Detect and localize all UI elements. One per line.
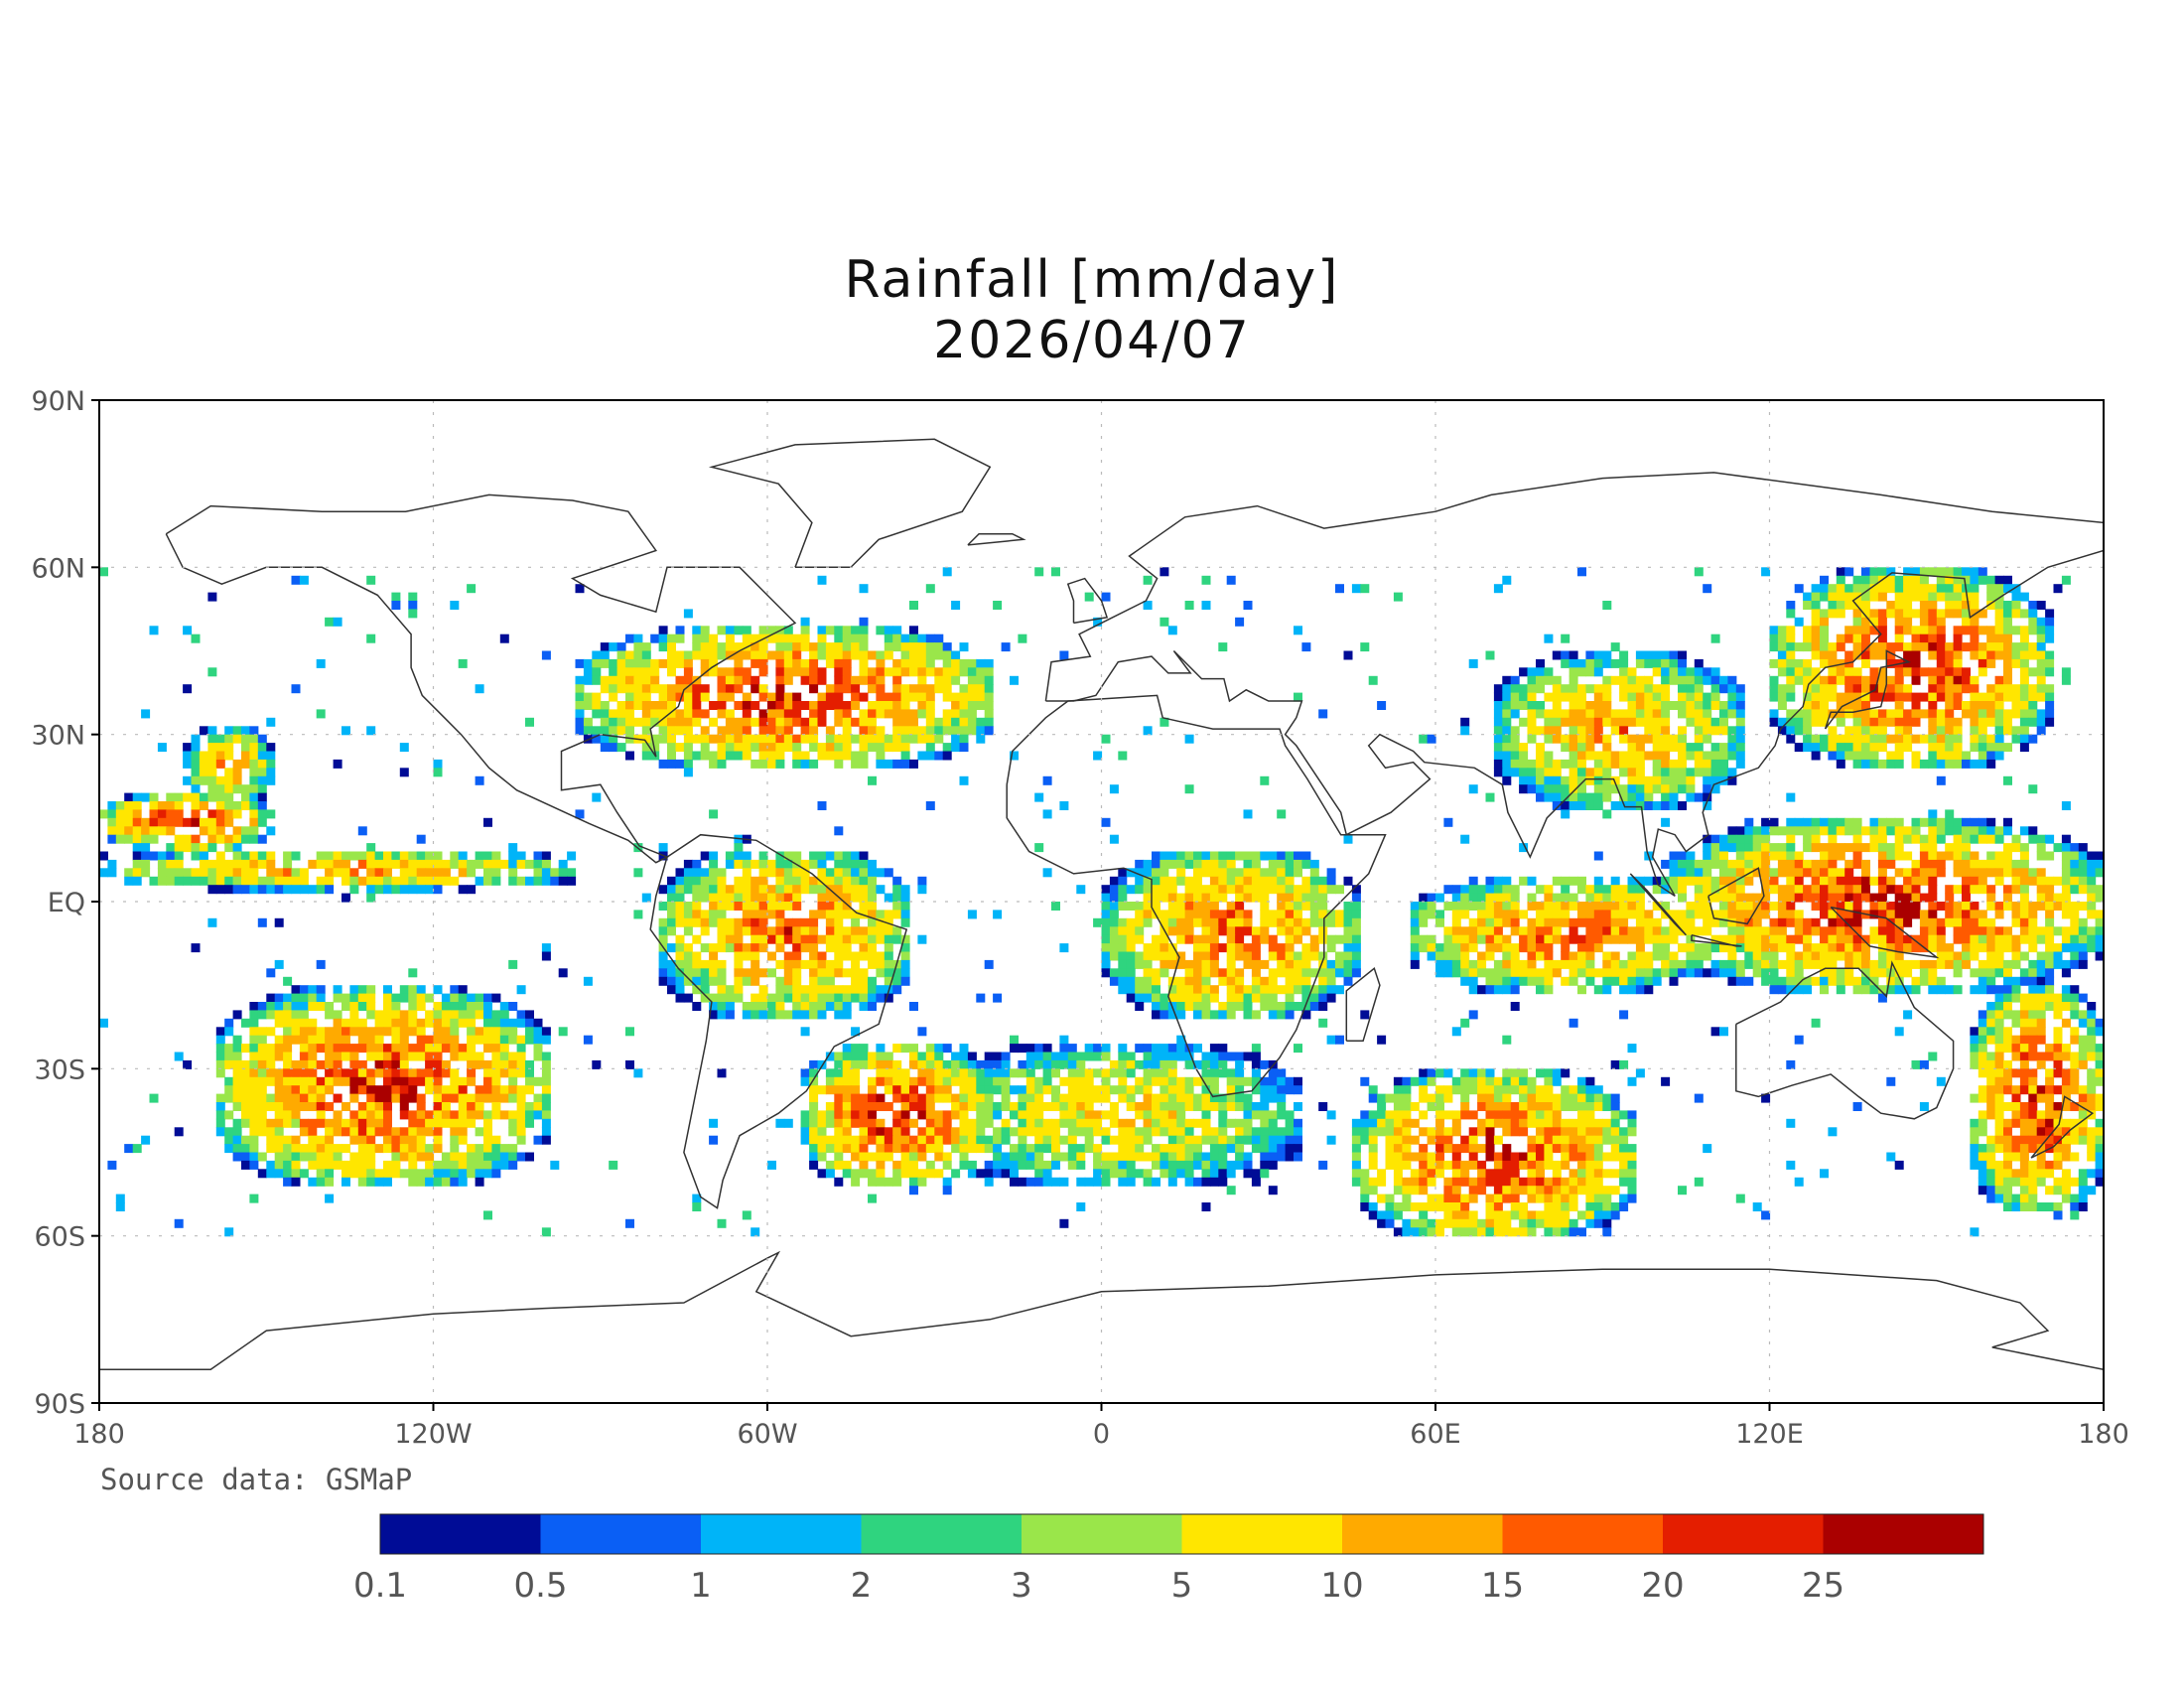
colorbar-label: 0.1 [353, 1566, 407, 1606]
colorbar-swatch [1663, 1514, 1824, 1554]
colorbar-label: 25 [1802, 1566, 1844, 1606]
colorbar-swatch [1342, 1514, 1503, 1554]
colorbar-swatch [701, 1514, 862, 1554]
lon-tick-label: 60E [1410, 1419, 1460, 1450]
colorbar: 0.1 0.5 1 2 3 5 10 15 20 25 [353, 1513, 1984, 1606]
lat-tick-label: EQ [48, 888, 85, 918]
lat-tick-label: 60N [31, 553, 85, 584]
colorbar-swatch [1823, 1514, 1984, 1554]
colorbar-label: 2 [851, 1566, 873, 1606]
lon-tick-label: 60W [737, 1419, 797, 1450]
coastlines [99, 438, 2104, 1371]
map-date: 2026/04/07 [933, 311, 1251, 370]
graticule [99, 400, 2104, 1403]
colorbar-swatch [1181, 1514, 1343, 1554]
lon-tick-label: 180 [73, 1419, 125, 1450]
colorbar-label: 3 [1011, 1566, 1032, 1606]
colorbar-label: 10 [1320, 1566, 1363, 1606]
colorbar-label: 15 [1481, 1566, 1524, 1606]
colorbar-label: 1 [690, 1566, 712, 1606]
colorbar-swatch [1502, 1514, 1664, 1554]
lat-tick-label: 30N [31, 721, 85, 752]
source-label: Source data: GSMaP [100, 1463, 413, 1496]
colorbar-swatch [1022, 1514, 1182, 1554]
colorbar-swatch [380, 1514, 541, 1554]
lat-tick-label: 90S [35, 1389, 86, 1420]
colorbar-label: 20 [1641, 1566, 1684, 1606]
lat-tick-label: 90N [31, 386, 85, 417]
colorbar-swatch [861, 1514, 1023, 1554]
colorbar-label: 0.5 [513, 1566, 567, 1606]
lon-tick-label: 180 [2078, 1419, 2129, 1450]
lon-tick-label: 120E [1735, 1419, 1804, 1450]
lat-tick-label: 60S [35, 1222, 86, 1253]
colorbar-swatch [540, 1514, 702, 1554]
lat-tick-label: 30S [35, 1055, 86, 1085]
lon-tick-label: 120W [394, 1419, 472, 1450]
lon-tick-label: 0 [1093, 1419, 1110, 1450]
colorbar-label: 5 [1171, 1566, 1193, 1606]
map-title: Rainfall [mm/day] [844, 250, 1340, 310]
